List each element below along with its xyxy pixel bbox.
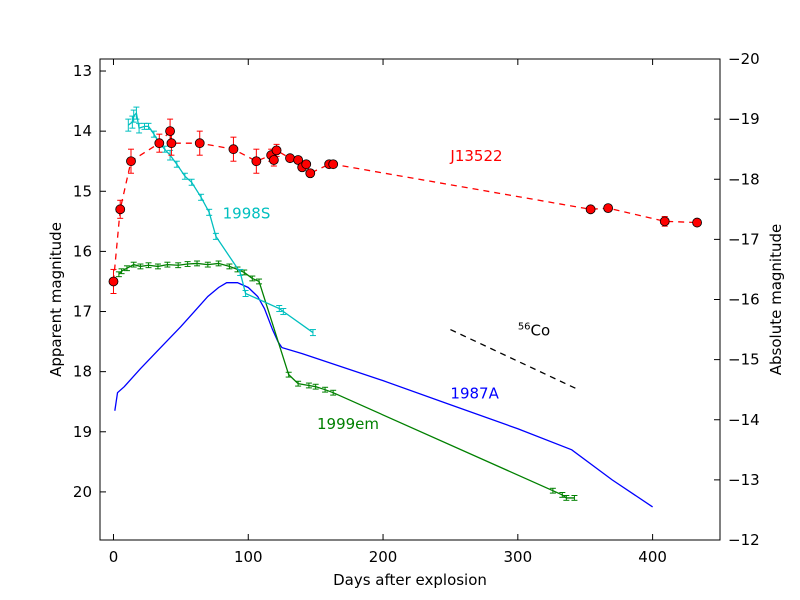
series-1987a <box>114 282 653 508</box>
series-56co <box>450 328 579 391</box>
axes-layer: 0 100 200 300 400 13 14 15 16 17 18 19 20 −20 −19 −18 −1… <box>73 50 760 566</box>
y-left-tick-label: 17 <box>73 303 92 321</box>
series-label: 1999em <box>317 415 379 433</box>
data-point <box>285 153 295 164</box>
y-axis-left-label: Apparent magnitude <box>47 222 65 377</box>
data-point <box>268 155 279 165</box>
y-right-tick-label: −19 <box>728 110 760 128</box>
y-right-tick-label: −16 <box>728 291 760 309</box>
series-1998s <box>125 106 316 337</box>
data-point <box>305 168 316 179</box>
series-label: 1987A <box>450 385 499 403</box>
data-point <box>194 138 205 149</box>
x-tick-label: 400 <box>638 548 667 566</box>
x-tick-label: 0 <box>109 548 119 566</box>
data-point <box>165 126 175 137</box>
y-left-tick-label: 20 <box>73 483 92 501</box>
data-point <box>692 217 702 228</box>
labels-layer: Days after explosion Apparent magnitude … <box>47 222 785 589</box>
data-point <box>115 204 126 215</box>
data-point <box>301 159 312 170</box>
y-right-tick-label: −13 <box>728 471 760 489</box>
data-point <box>166 138 177 149</box>
y-right-tick-label: −12 <box>728 531 760 549</box>
data-point <box>659 216 670 227</box>
series-line-1999em <box>118 262 575 499</box>
x-tick-label: 100 <box>234 548 263 566</box>
series-layer <box>108 106 702 508</box>
x-axis-label: Days after explosion <box>333 571 487 589</box>
y-right-tick-label: −18 <box>728 170 760 188</box>
series-line-56co <box>450 328 579 391</box>
annotation-layer: J13522 1998S 1999em 1987A 56Co <box>223 147 551 433</box>
y-right-tick-label: −17 <box>728 230 760 248</box>
data-point <box>108 276 119 287</box>
series-label: J13522 <box>449 147 502 165</box>
data-point <box>603 203 614 214</box>
data-point <box>328 159 339 170</box>
data-point <box>585 204 596 215</box>
series-line-1987a <box>114 282 653 508</box>
series-j13522 <box>108 118 702 294</box>
y-left-tick-label: 14 <box>73 122 92 140</box>
y-left-tick-label: 18 <box>73 363 92 381</box>
series-1999em <box>115 260 578 501</box>
y-right-tick-label: −15 <box>728 351 760 369</box>
label-text: Co <box>531 322 551 340</box>
data-point <box>271 145 282 156</box>
x-tick-label: 300 <box>504 548 533 566</box>
superscript: 56 <box>518 322 531 333</box>
y-right-tick-label: −14 <box>728 411 760 429</box>
data-point <box>126 156 136 167</box>
y-left-tick-label: 16 <box>73 242 92 260</box>
series-label: 1998S <box>223 204 271 222</box>
y-left-tick-label: 19 <box>73 423 92 441</box>
series-line-1998s <box>127 111 314 334</box>
series-line-j13522 <box>112 129 698 282</box>
y-axis-right-label: Absolute magnitude <box>767 224 785 375</box>
y-left-tick-label: 15 <box>73 182 92 200</box>
series-label: 56Co <box>518 322 550 340</box>
y-right-tick-label: −20 <box>728 50 760 68</box>
data-point <box>251 156 262 167</box>
y-left-tick-label: 13 <box>73 62 92 80</box>
data-point <box>154 138 165 149</box>
data-point <box>228 144 239 155</box>
x-tick-label: 200 <box>369 548 398 566</box>
